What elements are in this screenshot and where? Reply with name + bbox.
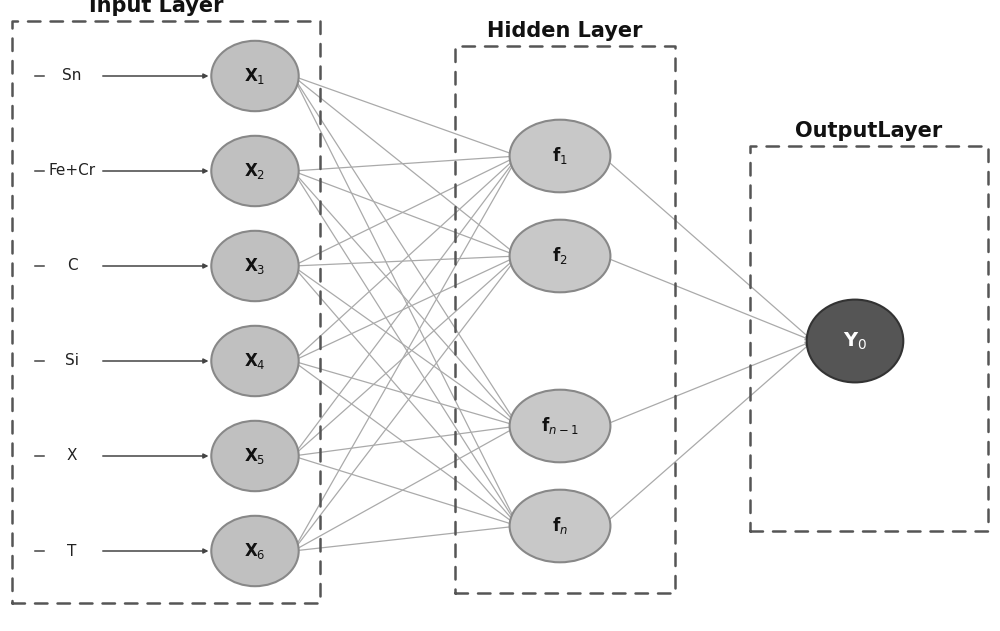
Text: f$_{n-1}$: f$_{n-1}$ [541, 415, 579, 437]
Text: X$_1$: X$_1$ [244, 66, 266, 86]
Text: f$_n$: f$_n$ [552, 516, 568, 536]
Ellipse shape [211, 326, 299, 396]
Ellipse shape [510, 490, 610, 562]
Text: Input Layer: Input Layer [89, 0, 223, 16]
Text: OutputLayer: OutputLayer [795, 121, 943, 141]
Text: Fe+Cr: Fe+Cr [48, 163, 96, 179]
Ellipse shape [211, 421, 299, 491]
Text: X$_3$: X$_3$ [244, 256, 266, 276]
Text: Hidden Layer: Hidden Layer [487, 21, 643, 41]
Ellipse shape [510, 220, 610, 292]
Text: X$_4$: X$_4$ [244, 351, 266, 371]
Ellipse shape [510, 120, 610, 192]
Text: f$_1$: f$_1$ [552, 146, 568, 167]
Text: X$_6$: X$_6$ [244, 541, 266, 561]
Text: Sn: Sn [62, 69, 82, 83]
Text: X: X [67, 449, 77, 464]
Text: C: C [67, 259, 77, 273]
Ellipse shape [211, 136, 299, 206]
Bar [750, 146, 988, 531]
Ellipse shape [211, 41, 299, 111]
Text: T: T [67, 543, 77, 558]
Ellipse shape [211, 516, 299, 586]
Ellipse shape [807, 300, 903, 382]
Text: Si: Si [65, 353, 79, 369]
Text: X$_2$: X$_2$ [244, 161, 266, 181]
Text: f$_2$: f$_2$ [552, 245, 568, 266]
Text: Y$_0$: Y$_0$ [843, 331, 867, 351]
Ellipse shape [510, 390, 610, 463]
Bar [455, 46, 675, 593]
Ellipse shape [211, 231, 299, 301]
Text: X$_5$: X$_5$ [244, 446, 266, 466]
Bar [12, 21, 320, 603]
